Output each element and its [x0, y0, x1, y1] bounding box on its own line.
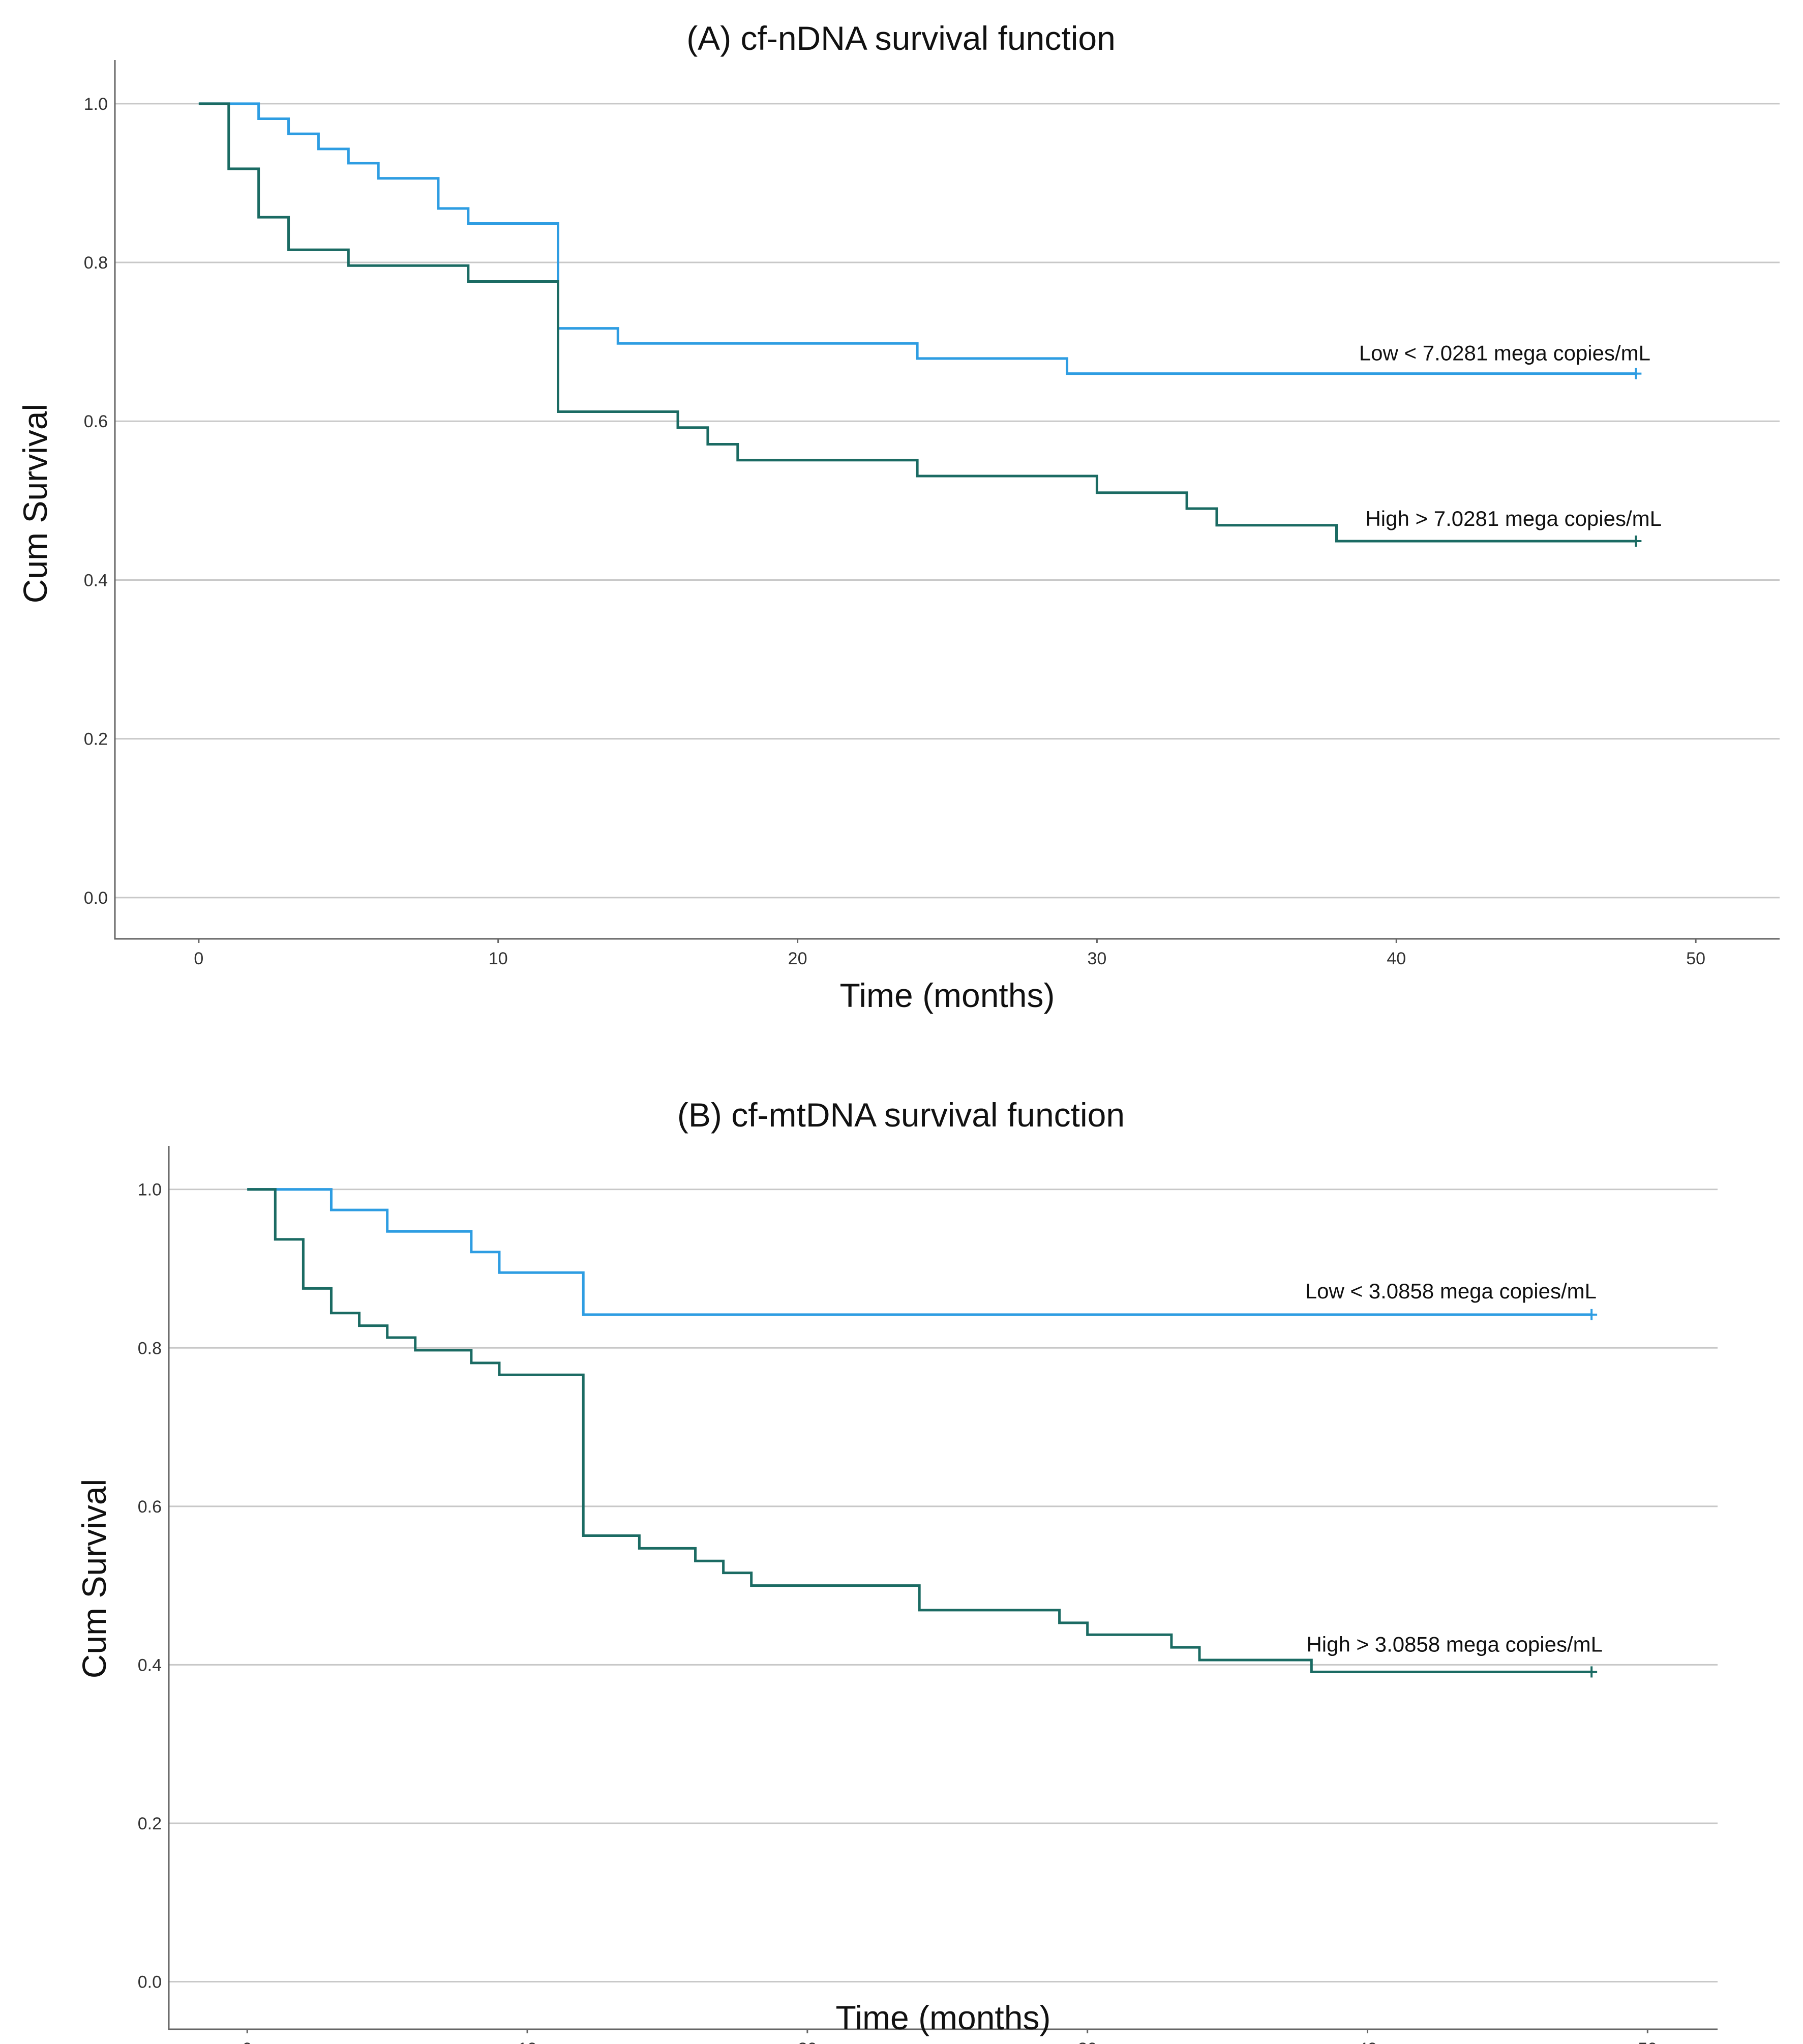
y-tick-label: 1.0 — [138, 1180, 162, 1200]
x-tick-label: 10 — [489, 949, 508, 968]
y-tick-label: 0.2 — [84, 730, 108, 749]
y-tick-label: 0.8 — [84, 253, 108, 273]
survival-curve-low — [198, 102, 1636, 375]
series-label-low: Low < 3.0858 mega copies/mL — [1305, 1279, 1597, 1303]
x-tick-label: 40 — [1387, 949, 1406, 968]
chart-title: (A) cf-nDNA survival function — [686, 19, 1116, 57]
y-tick-label: 0.0 — [138, 1973, 162, 1992]
y-tick-label: 0.6 — [84, 412, 108, 431]
series-label-low: Low < 7.0281 mega copies/mL — [1359, 341, 1650, 365]
x-axis-label: Time (months) — [840, 976, 1055, 1014]
survival-curve-high — [247, 1188, 1592, 1673]
y-tick-label: 0.4 — [84, 571, 108, 590]
y-tick-label: 0.0 — [84, 888, 108, 908]
axis-frame — [168, 1146, 1718, 2030]
y-tick-label: 0.2 — [138, 1814, 162, 1833]
x-tick-label: 50 — [1686, 949, 1705, 968]
y-axis-label: Cum Survival — [75, 1479, 113, 1678]
x-tick-label: 0 — [243, 2039, 252, 2044]
survival-curve-low — [247, 1188, 1592, 1316]
x-tick-label: 20 — [788, 949, 807, 968]
axis-frame — [114, 60, 1780, 940]
series-label-high: High > 3.0858 mega copies/mL — [1306, 1632, 1603, 1656]
y-tick-label: 0.6 — [138, 1497, 162, 1517]
x-tick-label: 30 — [1088, 949, 1107, 968]
chart-panel-a: (A) cf-nDNA survival function 0.0 0.2 0.4 0.… — [16, 19, 1780, 1014]
y-tick-label: 0.8 — [138, 1339, 162, 1358]
x-tick-label: 30 — [1078, 2039, 1097, 2044]
x-tick-label: 10 — [518, 2039, 537, 2044]
x-tick-label: 0 — [194, 949, 203, 968]
x-tick-label: 40 — [1358, 2039, 1377, 2044]
x-tick-label: 50 — [1638, 2039, 1657, 2044]
survival-curve-high — [198, 102, 1636, 543]
series-label-high: High > 7.0281 mega copies/mL — [1365, 507, 1662, 530]
chart-panel-b: (B) cf-mtDNA survival function 0.0 0.2 0.4 0… — [75, 1096, 1718, 2044]
y-axis-label: Cum Survival — [16, 404, 54, 603]
y-tick-label: 1.0 — [84, 95, 108, 114]
x-axis-label: Time (months) — [836, 1999, 1051, 2036]
y-tick-label: 0.4 — [138, 1655, 162, 1675]
chart-title: (B) cf-mtDNA survival function — [677, 1096, 1125, 1134]
x-tick-label: 20 — [798, 2039, 817, 2044]
